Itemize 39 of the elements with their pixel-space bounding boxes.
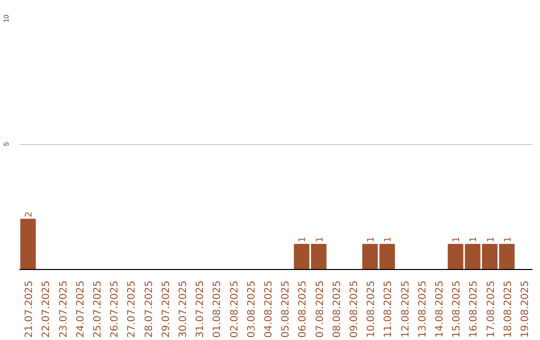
data-label: 1	[384, 236, 394, 242]
x-tick-label: 22.07.2025	[41, 280, 52, 338]
x-tick-label: 02.08.2025	[229, 280, 240, 338]
x-tick-label: 07.08.2025	[314, 280, 326, 338]
x-tick-label: 25.07.2025	[92, 280, 104, 338]
x-tick-label: 15.08.2025	[452, 280, 463, 338]
x-tick-label: 10.08.2025	[366, 280, 378, 338]
data-label: 1	[503, 236, 514, 242]
x-tick-label: 08.08.2025	[332, 280, 343, 338]
x-tick-label: 21.07.2025	[24, 280, 36, 338]
x-tick-label: 24.07.2025	[75, 280, 86, 338]
x-tick-label: 09.08.2025	[348, 280, 360, 338]
data-label: 1	[298, 236, 308, 242]
x-tick-label: 19.08.2025	[520, 280, 531, 338]
data-label: 1	[452, 236, 462, 242]
x-tick-label: 30.07.2025	[178, 280, 189, 338]
x-tick-label: 17.08.2025	[486, 280, 497, 338]
x-tick-label: 11.08.2025	[383, 280, 394, 338]
data-label: 2	[24, 212, 35, 218]
x-tick-label: 01.08.2025	[212, 280, 224, 338]
data-label: 1	[366, 236, 377, 242]
x-tick-label: 12.08.2025	[400, 280, 412, 338]
x-tick-label: 06.08.2025	[298, 280, 309, 338]
x-tick-label: 04.08.2025	[263, 280, 274, 338]
data-label: 1	[315, 236, 326, 242]
x-tick-label: 13.08.2025	[417, 280, 428, 338]
x-tick-label: 27.07.2025	[126, 280, 138, 338]
x-tick-label: 05.08.2025	[280, 280, 292, 338]
x-tick-label: 28.07.2025	[144, 280, 155, 338]
data-label: 1	[486, 236, 496, 242]
x-tick-label: 31.07.2025	[195, 280, 206, 338]
x-tick-label: 26.07.2025	[110, 280, 121, 338]
data-label: 1	[469, 236, 480, 242]
x-tick-label: 14.08.2025	[434, 280, 446, 338]
x-tick-label: 23.07.2025	[58, 280, 70, 338]
x-tick-label: 18.08.2025	[502, 280, 514, 338]
x-tick-label: 16.08.2025	[468, 280, 480, 338]
x-tick-label: 29.07.2025	[160, 280, 172, 338]
x-tick-label: 03.08.2025	[246, 280, 258, 338]
